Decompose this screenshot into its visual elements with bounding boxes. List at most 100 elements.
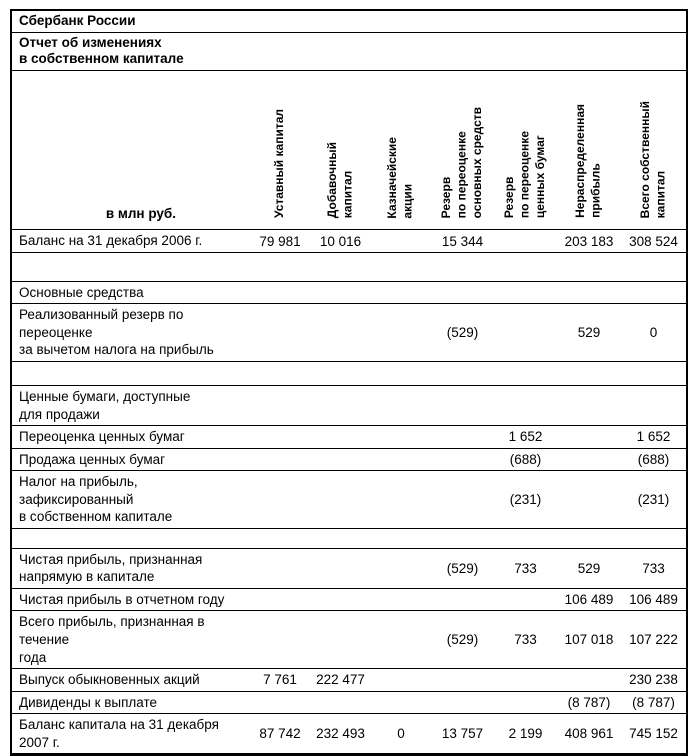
value-cell	[250, 303, 310, 362]
value-cell: (688)	[494, 448, 557, 472]
column-header: Резерв по переоценке основных средств	[431, 71, 494, 231]
row-label: Выпуск обыкновенных акций	[12, 668, 250, 692]
value-cell: (231)	[494, 470, 557, 529]
table-row: Переоценка ценных бумаг 1 652 1 652	[12, 425, 686, 449]
value-cell	[494, 668, 557, 692]
value-cell	[431, 470, 494, 529]
section-row: Ценные бумаги, доступные для продажи	[12, 385, 686, 427]
unit-label: в млн руб.	[12, 71, 250, 231]
value-cell: (529)	[431, 548, 494, 589]
value-cell: 1 652	[621, 425, 686, 449]
table-row: Чистая прибыль в отчетном году 106 489 106…	[12, 588, 686, 612]
column-header: Всего собственный капитал	[621, 71, 686, 231]
column-header-label: Казначейские акции	[385, 136, 415, 219]
row-label: Баланс на 31 декабря 2006 г.	[12, 229, 250, 253]
value-cell	[371, 229, 431, 253]
section-row: Основные средства	[12, 281, 686, 305]
value-cell	[371, 425, 431, 449]
table-row: Реализованный резерв по переоценке за вы…	[12, 303, 686, 362]
value-cell	[371, 548, 431, 589]
value-cell	[557, 668, 621, 692]
value-cell: 529	[557, 548, 621, 589]
value-cell	[371, 610, 431, 670]
value-cell	[310, 448, 371, 472]
column-header-label: Добавочный капитал	[324, 142, 355, 219]
value-cell	[250, 691, 310, 715]
row-label: Чистая прибыль в отчетном году	[12, 588, 250, 612]
table-row: Всего прибыль, признанная в течение года…	[12, 610, 686, 670]
row-label: Реализованный резерв по переоценке за вы…	[12, 303, 250, 362]
value-cell: (529)	[431, 610, 494, 670]
value-cell	[310, 470, 371, 529]
value-cell	[250, 448, 310, 472]
value-cell: 733	[621, 548, 686, 589]
value-cell	[371, 303, 431, 362]
value-cell: (231)	[621, 470, 686, 529]
value-cell: 106 489	[621, 588, 686, 612]
value-cell: 79 981	[250, 229, 310, 253]
column-header: Уставный капитал	[250, 71, 310, 231]
table-row: Дивиденды к выплате (8 787) (8 787)	[12, 691, 686, 715]
value-cell	[494, 691, 557, 715]
value-cell: 222 477	[310, 668, 371, 692]
column-header-label: Резерв по переоценке основных средств	[439, 106, 485, 219]
value-cell: 0	[621, 303, 686, 362]
value-cell	[310, 610, 371, 670]
value-cell	[557, 425, 621, 449]
value-cell	[250, 610, 310, 670]
spacer-row	[12, 361, 686, 386]
value-cell: 107 222	[621, 610, 686, 670]
column-header-label: Всего собственный капитал	[637, 100, 668, 219]
value-cell: 15 344	[431, 229, 494, 253]
column-header-label: Уставный капитал	[272, 109, 287, 219]
row-label: Чистая прибыль, признанная напрямую в ка…	[12, 548, 250, 589]
value-cell	[494, 303, 557, 362]
value-cell	[557, 448, 621, 472]
value-cell: 733	[494, 610, 557, 670]
column-header: Нераспределенная прибыль	[557, 71, 621, 231]
column-header: Казначейские акции	[371, 71, 431, 231]
column-header: Резерв по переоценке ценных бумаг	[494, 71, 557, 231]
value-cell: 203 183	[557, 229, 621, 253]
table-row: Выпуск обыкновенных акций 7 761 222 477 230…	[12, 668, 686, 692]
table-row: Чистая прибыль, признанная напрямую в ка…	[12, 548, 686, 589]
value-cell: 230 238	[621, 668, 686, 692]
table-header-row: в млн руб. Уставный капитал Добавочный ка…	[12, 71, 686, 231]
value-cell	[431, 668, 494, 692]
column-header-label: Нераспределенная прибыль	[573, 104, 603, 219]
row-label: Продажа ценных бумаг	[12, 448, 250, 472]
value-cell	[431, 448, 494, 472]
value-cell	[250, 470, 310, 529]
value-cell: 13 757	[431, 713, 494, 755]
value-cell	[494, 229, 557, 253]
value-cell	[371, 448, 431, 472]
value-cell: 10 016	[310, 229, 371, 253]
report-title: Отчет об изменениях в собственном капита…	[12, 33, 686, 72]
row-label: Всего прибыль, признанная в течение года	[12, 610, 250, 670]
value-cell	[371, 470, 431, 529]
company-name: Сбербанк России	[12, 11, 686, 33]
value-cell: 733	[494, 548, 557, 589]
value-cell	[431, 425, 494, 449]
value-cell: (688)	[621, 448, 686, 472]
value-cell	[250, 588, 310, 612]
value-cell: 7 761	[250, 668, 310, 692]
value-cell: 232 493	[310, 713, 371, 755]
value-cell	[431, 588, 494, 612]
value-cell: 308 524	[621, 229, 686, 253]
value-cell	[310, 303, 371, 362]
equity-statement-sheet: Сбербанк России Отчет об изменениях в со…	[10, 9, 688, 756]
value-cell: 107 018	[557, 610, 621, 670]
value-cell: 2 199	[494, 713, 557, 755]
column-header-label: Резерв по переоценке ценных бумаг	[502, 131, 548, 219]
spacer-row	[12, 528, 686, 549]
table-row: Баланс на 31 декабря 2006 г. 79 981 10 016…	[12, 229, 686, 253]
value-cell: (529)	[431, 303, 494, 362]
value-cell: (8 787)	[557, 691, 621, 715]
value-cell	[310, 425, 371, 449]
value-cell	[250, 548, 310, 589]
spacer-cell	[12, 361, 686, 386]
section-label: Основные средства	[12, 281, 686, 305]
table-row: Баланс капитала на 31 декабря 2007 г. 87 …	[12, 713, 686, 755]
spacer-cell	[12, 528, 686, 549]
